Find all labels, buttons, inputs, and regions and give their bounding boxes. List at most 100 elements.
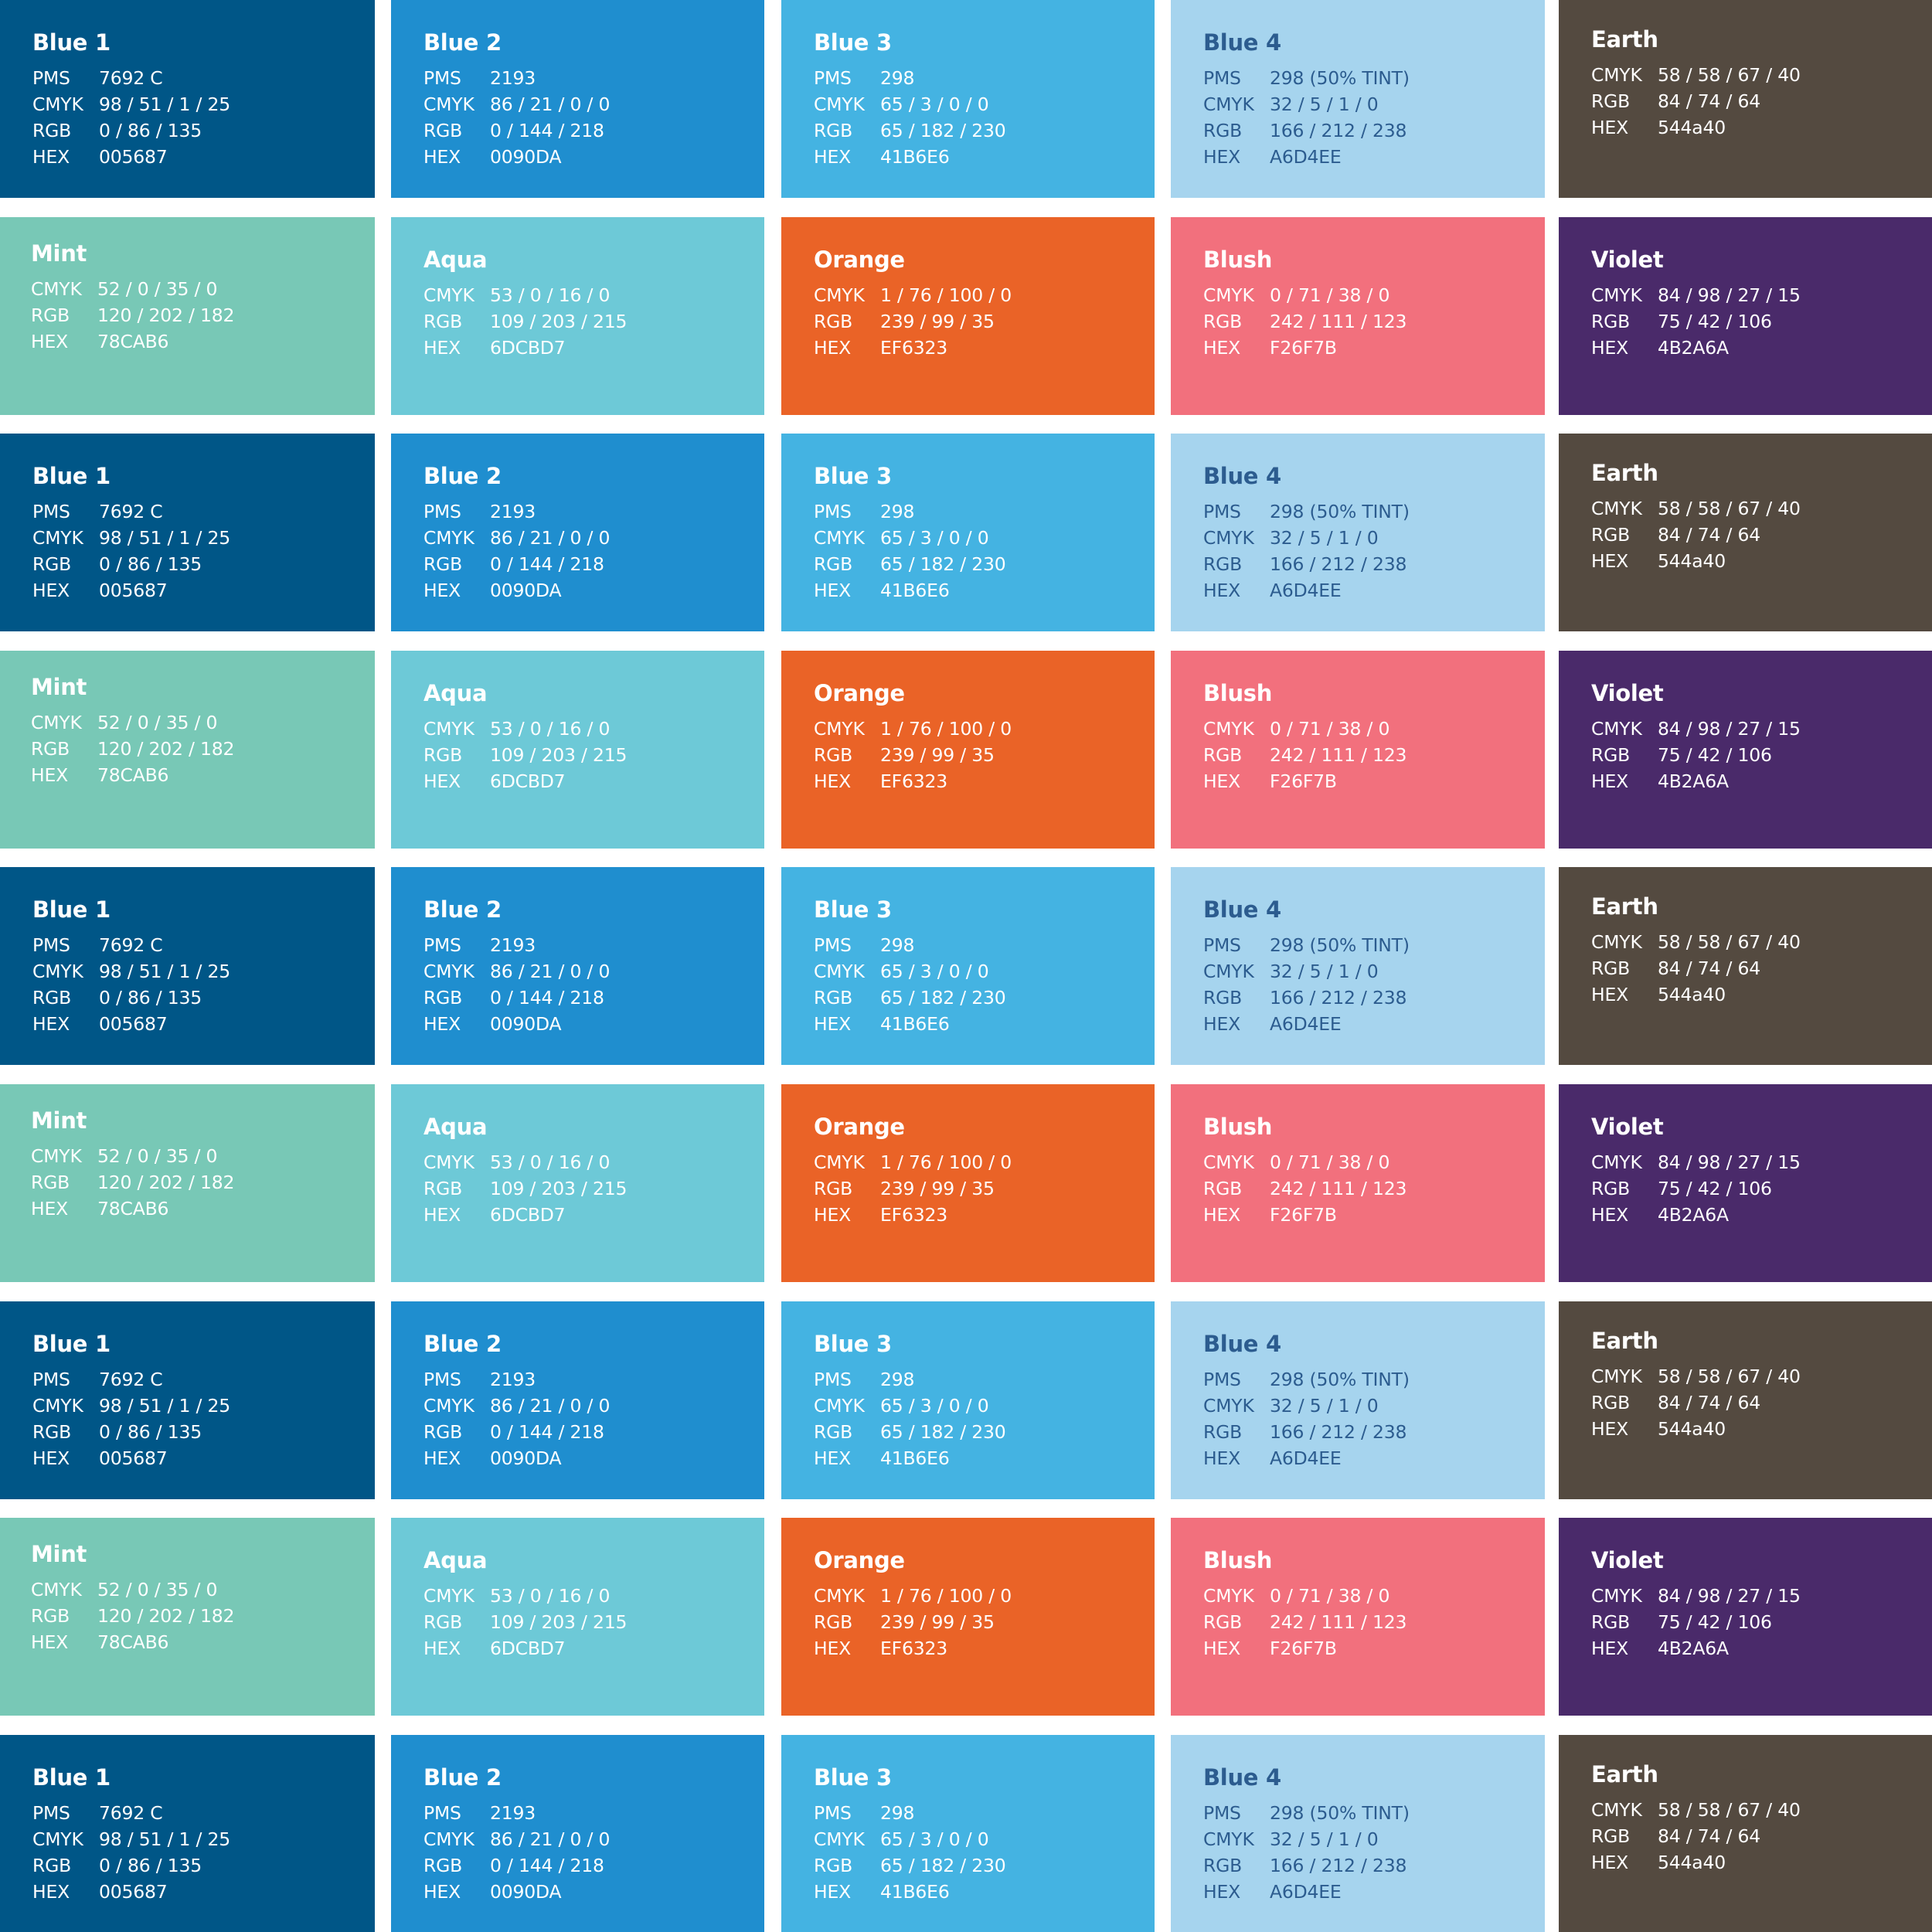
swatch-spec-row: RGB 166 / 212 / 238 (1203, 117, 1545, 144)
swatch-blue2: Blue 2 PMS 2193 CMYK 86 / 21 / 0 / 0 RGB 0 / 1… (391, 434, 764, 631)
swatch-name: Earth (1591, 26, 1658, 53)
spec-label: CMYK (814, 1828, 865, 1850)
spec-value: 58 / 58 / 67 / 40 (1658, 1366, 1801, 1387)
spec-value: 1 / 76 / 100 / 0 (880, 718, 1012, 740)
swatch-aqua: Aqua CMYK 53 / 0 / 16 / 0 RGB 109 / 203 / 21… (391, 217, 764, 415)
swatch-blue4: Blue 4 PMS 298 (50% TINT) CMYK 32 / 5 / 1 / … (1171, 867, 1545, 1065)
swatch-aqua: Aqua CMYK 53 / 0 / 16 / 0 RGB 109 / 203 / 21… (391, 1518, 764, 1716)
spec-label: CMYK (423, 718, 474, 740)
spec-value: 109 / 203 / 215 (490, 744, 628, 766)
swatch-mint: Mint CMYK 52 / 0 / 35 / 0 RGB 120 / 202 / 18… (0, 217, 375, 415)
swatch-name: Earth (1591, 1761, 1658, 1787)
swatch-spec-row: CMYK 53 / 0 / 16 / 0 (423, 1583, 764, 1609)
swatch-spec-row: RGB 242 / 111 / 123 (1203, 742, 1545, 768)
swatch-spec-row: PMS 2193 (423, 1800, 764, 1826)
spec-value: 98 / 51 / 1 / 25 (99, 1395, 231, 1417)
swatch-spec-row: HEX 544a40 (1591, 114, 1932, 141)
swatch-name: Mint (31, 674, 87, 700)
swatch-spec-row: CMYK 65 / 3 / 0 / 0 (814, 958, 1155, 985)
spec-value: 298 (50% TINT) (1270, 934, 1410, 956)
swatch-blue4: Blue 4 PMS 298 (50% TINT) CMYK 32 / 5 / 1 / … (1171, 434, 1545, 631)
swatch-spec-row: CMYK 98 / 51 / 1 / 25 (32, 958, 375, 985)
spec-label: RGB (814, 311, 853, 332)
spec-label: CMYK (32, 961, 83, 982)
swatch-spec-row: RGB 0 / 86 / 135 (32, 551, 375, 577)
swatch-violet: Violet CMYK 84 / 98 / 27 / 15 RGB 75 / 42 / … (1559, 651, 1932, 849)
spec-label: CMYK (32, 1395, 83, 1417)
spec-value: 32 / 5 / 1 / 0 (1270, 527, 1379, 549)
spec-label: CMYK (814, 284, 865, 306)
spec-label: HEX (1203, 1881, 1241, 1903)
spec-label: CMYK (32, 527, 83, 549)
swatch-spec-row: HEX 6DCBD7 (423, 768, 764, 794)
spec-value: 0090DA (490, 1881, 562, 1903)
spec-value: 41B6E6 (880, 1013, 950, 1035)
spec-value: 84 / 98 / 27 / 15 (1658, 718, 1801, 740)
swatch-blue2: Blue 2 PMS 2193 CMYK 86 / 21 / 0 / 0 RGB 0 / 1… (391, 1735, 764, 1932)
spec-label: RGB (814, 1855, 853, 1876)
spec-value: 98 / 51 / 1 / 25 (99, 94, 231, 115)
swatch-spec-row: PMS 7692 C (32, 65, 375, 91)
swatch-blush: Blush CMYK 0 / 71 / 38 / 0 RGB 242 / 111 / 1… (1171, 217, 1545, 415)
swatch-spec-row: PMS 298 (50% TINT) (1203, 65, 1545, 91)
spec-value: 0 / 71 / 38 / 0 (1270, 1151, 1390, 1173)
spec-value: 166 / 212 / 238 (1270, 1855, 1407, 1876)
spec-value: 6DCBD7 (490, 1638, 566, 1659)
spec-label: RGB (1203, 1611, 1243, 1633)
spec-value: 58 / 58 / 67 / 40 (1658, 1799, 1801, 1821)
spec-label: HEX (814, 1013, 852, 1035)
swatch-orange: Orange CMYK 1 / 76 / 100 / 0 RGB 239 / 99 / … (781, 651, 1155, 849)
spec-value: 7692 C (99, 1802, 163, 1824)
spec-label: RGB (1591, 957, 1631, 979)
swatch-blue3: Blue 3 PMS 298 CMYK 65 / 3 / 0 / 0 RGB 65 / 18… (781, 867, 1155, 1065)
spec-label: PMS (1203, 1369, 1241, 1390)
swatch-spec-row: HEX A6D4EE (1203, 1879, 1545, 1905)
spec-value: F26F7B (1270, 1638, 1337, 1659)
spec-value: 86 / 21 / 0 / 0 (490, 94, 611, 115)
swatch-spec-row: PMS 298 (50% TINT) (1203, 1366, 1545, 1393)
spec-label: PMS (423, 67, 461, 89)
spec-value: 109 / 203 / 215 (490, 1178, 628, 1199)
swatch-spec-row: HEX 4B2A6A (1591, 1635, 1932, 1662)
spec-value: 53 / 0 / 16 / 0 (490, 718, 611, 740)
swatch-name: Blue 4 (1203, 1764, 1281, 1791)
spec-value: 84 / 98 / 27 / 15 (1658, 284, 1801, 306)
spec-label: RGB (1591, 1178, 1631, 1199)
swatch-spec-row: HEX 41B6E6 (814, 144, 1155, 170)
spec-label: HEX (814, 580, 852, 601)
spec-label: HEX (31, 764, 69, 786)
spec-label: CMYK (1203, 1395, 1254, 1417)
spec-value: 65 / 3 / 0 / 0 (880, 1395, 989, 1417)
spec-value: 120 / 202 / 182 (97, 738, 235, 760)
spec-label: HEX (31, 1631, 69, 1653)
swatch-spec-row: RGB 65 / 182 / 230 (814, 551, 1155, 577)
spec-value: 84 / 74 / 64 (1658, 524, 1761, 546)
swatch-spec-row: HEX 005687 (32, 1011, 375, 1037)
spec-label: PMS (814, 67, 852, 89)
swatch-spec-row: RGB 84 / 74 / 64 (1591, 1823, 1932, 1849)
spec-label: PMS (814, 501, 852, 522)
spec-value: A6D4EE (1270, 580, 1342, 601)
swatch-spec-row: CMYK 65 / 3 / 0 / 0 (814, 1393, 1155, 1419)
swatch-blush: Blush CMYK 0 / 71 / 38 / 0 RGB 242 / 111 / 1… (1171, 651, 1545, 849)
spec-value: 86 / 21 / 0 / 0 (490, 961, 611, 982)
spec-value: 2193 (490, 1802, 536, 1824)
swatch-name: Orange (814, 680, 905, 706)
swatch-name: Blush (1203, 1547, 1273, 1573)
spec-label: PMS (1203, 67, 1241, 89)
swatch-spec-row: RGB 166 / 212 / 238 (1203, 985, 1545, 1011)
swatch-spec-row: CMYK 32 / 5 / 1 / 0 (1203, 1826, 1545, 1852)
spec-value: 65 / 182 / 230 (880, 987, 1006, 1009)
spec-value: 109 / 203 / 215 (490, 1611, 628, 1633)
swatch-spec-row: RGB 239 / 99 / 35 (814, 1609, 1155, 1635)
spec-value: 86 / 21 / 0 / 0 (490, 1828, 611, 1850)
spec-value: 41B6E6 (880, 1881, 950, 1903)
spec-label: RGB (1203, 1855, 1243, 1876)
spec-value: F26F7B (1270, 1204, 1337, 1226)
spec-label: HEX (423, 1638, 461, 1659)
spec-value: 1 / 76 / 100 / 0 (880, 284, 1012, 306)
swatch-blue4: Blue 4 PMS 298 (50% TINT) CMYK 32 / 5 / 1 / … (1171, 0, 1545, 198)
spec-value: 120 / 202 / 182 (97, 1605, 235, 1627)
swatch-blue4: Blue 4 PMS 298 (50% TINT) CMYK 32 / 5 / 1 / … (1171, 1735, 1545, 1932)
swatch-name: Mint (31, 1541, 87, 1567)
